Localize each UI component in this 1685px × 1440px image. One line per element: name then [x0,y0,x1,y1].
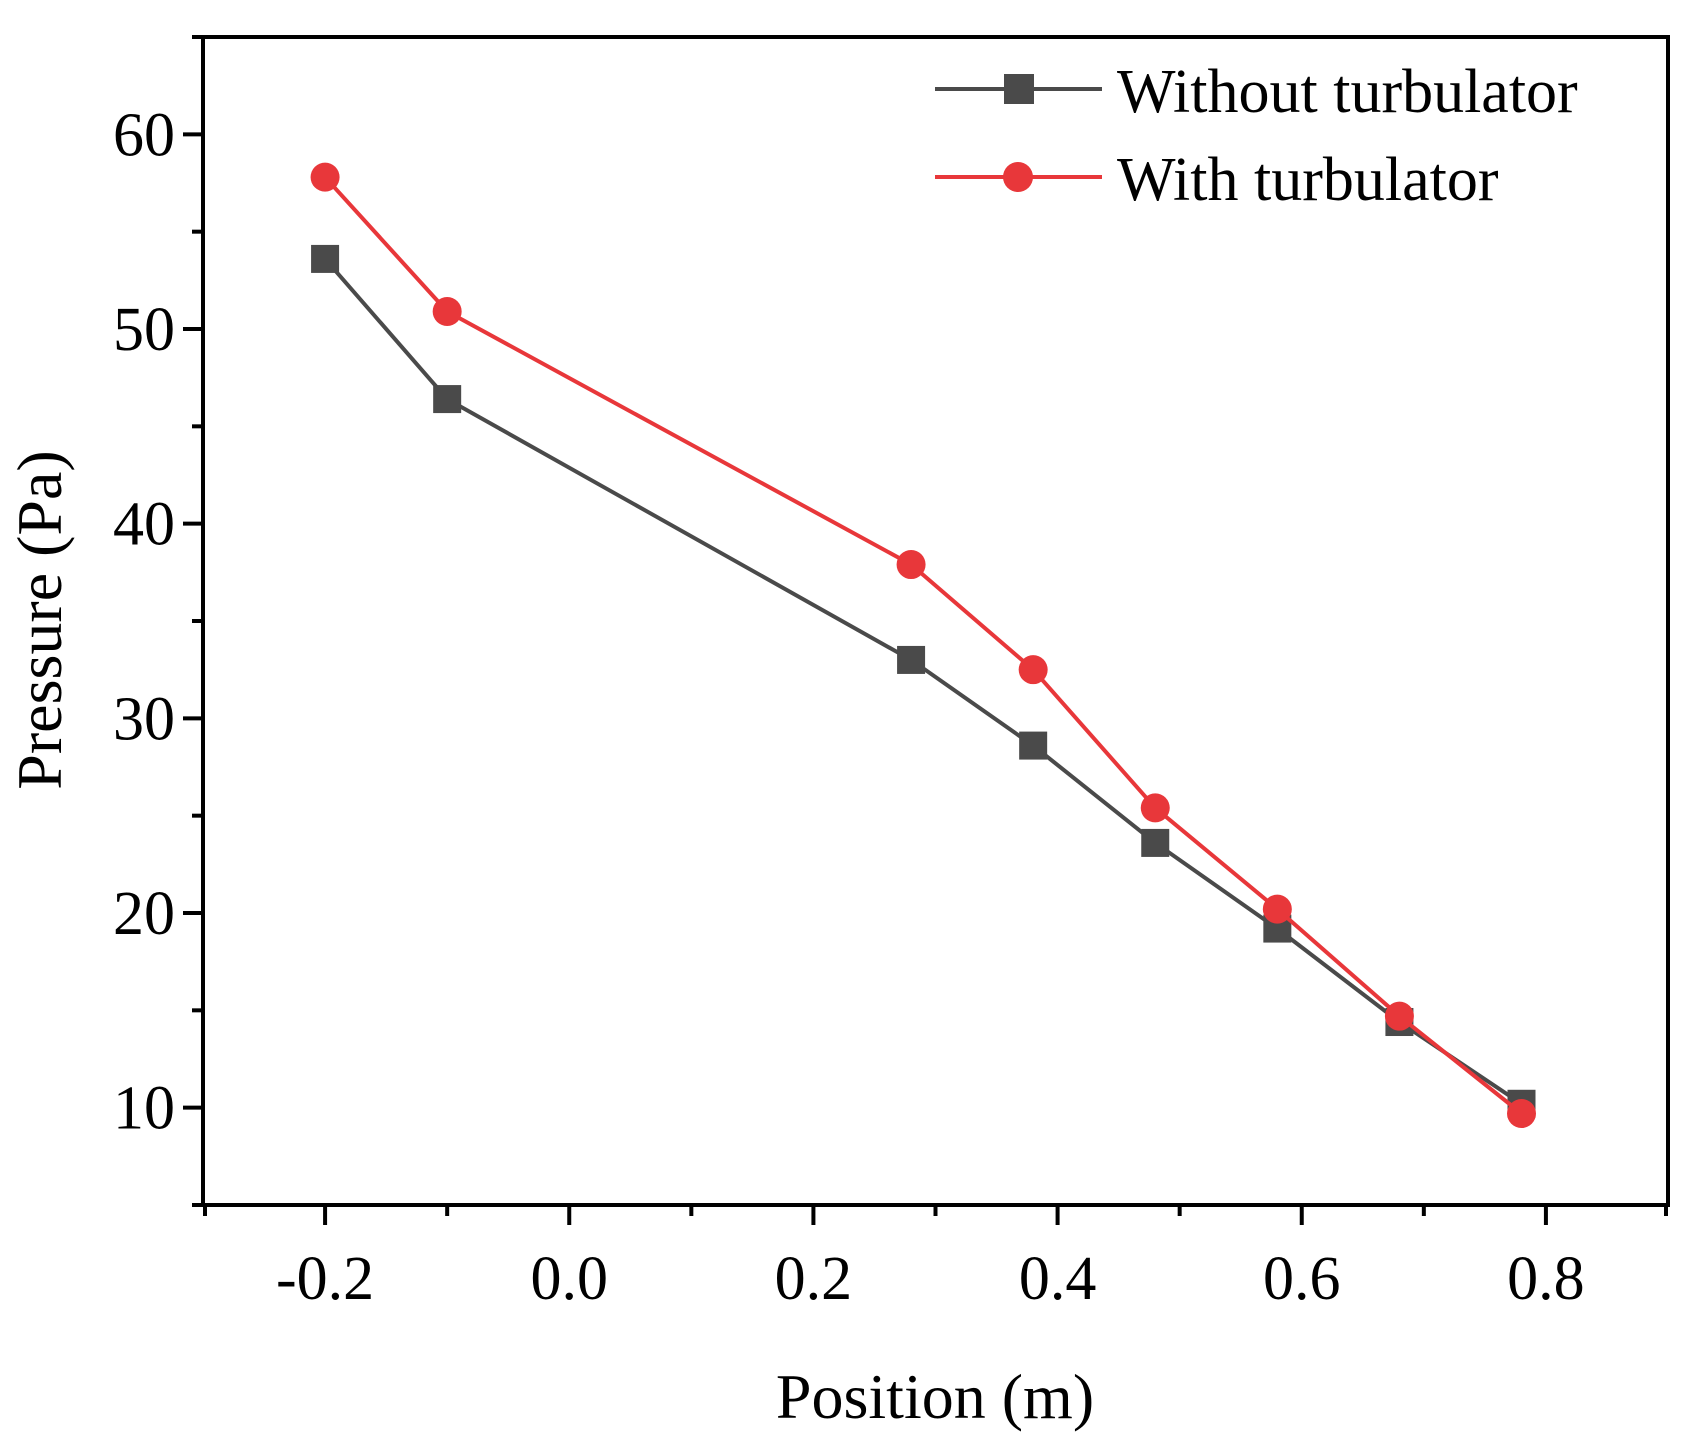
x-tick-label: 0.0 [531,1245,609,1313]
data-point-without-turbulator [897,645,926,674]
data-point-with-turbulator [1384,1001,1414,1031]
data-point-without-turbulator [433,385,462,414]
data-point-with-turbulator [1507,1099,1536,1129]
x-tick-label: 0.6 [1263,1245,1341,1313]
legend: Without turbulator With turbulator [935,58,1578,214]
data-point-with-turbulator [1018,655,1048,685]
legend-marker-square-icon [1004,74,1034,104]
x-axis-title: Position (m) [776,1361,1094,1432]
x-tick-label: 0.4 [1019,1245,1097,1313]
legend-marker-circle-icon [1003,162,1033,192]
data-point-with-turbulator [310,162,340,192]
data-point-with-turbulator [432,296,462,326]
legend-entry-without-turbulator: Without turbulator [935,58,1578,126]
series-line-with-turbulator [323,175,1523,1116]
data-point-without-turbulator [311,244,340,273]
y-axis-title: Pressure (Pa) [4,450,75,789]
data-point-with-turbulator [896,550,926,580]
data-point-with-turbulator [1140,793,1170,823]
series-line-without-turbulator [323,257,1523,1106]
legend-entry-with-turbulator: With turbulator [935,146,1499,214]
legend-label-without-turbulator: Without turbulator [1117,58,1578,126]
y-tick-label: 20 [113,880,175,948]
data-point-without-turbulator [1019,731,1048,760]
data-point-with-turbulator [1262,894,1292,924]
y-tick-label: 30 [113,685,175,753]
y-axis: 10 20 30 40 50 60 [113,35,203,1207]
x-axis: -0.2 0.0 0.2 0.4 0.6 0.8 [203,1205,1668,1313]
series-layer [310,162,1536,1129]
series-with-turbulator [310,162,1536,1129]
x-tick-label: -0.2 [276,1245,374,1313]
y-tick-label: 60 [113,101,175,169]
y-tick-label: 10 [113,1075,175,1143]
x-tick-label: 0.8 [1507,1245,1585,1313]
x-tick-label: 0.2 [775,1245,853,1313]
data-point-without-turbulator [1141,828,1170,857]
series-without-turbulator [311,244,1536,1118]
legend-label-with-turbulator: With turbulator [1117,146,1499,214]
y-tick-label: 50 [113,296,175,364]
y-tick-label: 40 [113,491,175,559]
